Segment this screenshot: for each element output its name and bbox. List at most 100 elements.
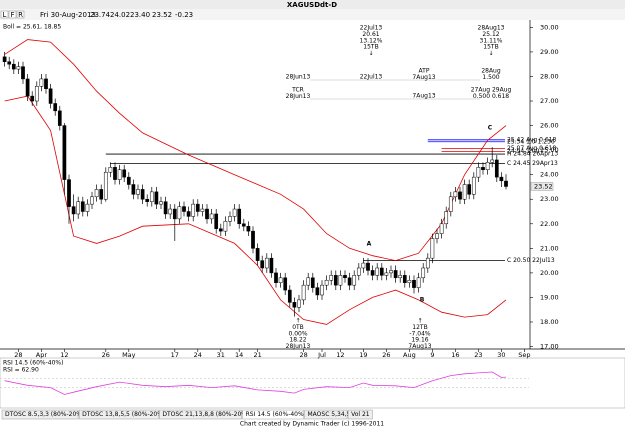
annotation-text: ↑ [295,318,300,325]
candle-body [412,280,416,288]
y-tick-label: 29.00 [540,48,559,56]
last-price-tag [530,182,554,191]
annotation-text: 7Aug13 [412,74,435,81]
candle-body [274,272,278,283]
candle-body [310,277,315,288]
toolbar-button[interactable] [16,10,25,19]
candle-body [57,110,62,126]
rsi-panel [0,357,625,409]
candle-body [191,203,196,217]
annotation-text: 1.500 [482,74,499,81]
candle-body [444,211,449,225]
candle-body [48,88,53,104]
candle-body [122,169,127,178]
candle-body [159,201,163,205]
candle-body [481,167,485,171]
candle-body [108,167,113,173]
candle-body [34,86,39,102]
indicator-tab-label: MAOSC 5,34,5 [308,411,351,418]
indicator-tab[interactable] [304,409,348,420]
y-tick-label: 30.00 [540,23,559,31]
y-tick-label: 17.00 [540,343,559,351]
candle-body [182,206,186,212]
candle-body [343,275,347,279]
x-tick-label: 12 [336,351,344,359]
candle-body [370,270,375,276]
x-tick-label: 14 [235,351,243,359]
candle-body [85,203,90,212]
candle-body [324,280,329,286]
indicator-tab[interactable] [159,409,242,420]
toolbar-button-label: R [18,11,23,19]
candle-body [375,267,380,276]
indicator-tab-label: RSI 14.5 (60%-40%) [246,411,306,418]
wave-label: B [420,297,425,304]
toolbar-button[interactable] [8,10,17,19]
candle-body [306,277,311,286]
candle-body [402,275,407,283]
annotation-text: 25.12 [482,31,499,38]
candle-body [356,267,361,276]
annotation-text: 13.12% [360,37,383,44]
candle-body [232,208,237,217]
toolbar-button[interactable] [0,10,9,19]
window-title: XAGUSDdt-D [287,1,337,9]
indicator-tab[interactable] [1,409,79,420]
wave-label: C [488,125,493,132]
candle-body [467,184,472,195]
candle-body [458,191,462,200]
annotation-text: 7Aug13 [408,343,431,350]
indicator-tab[interactable] [242,409,304,420]
candle-body [379,267,384,276]
bollinger-lower [4,95,507,325]
annotation-text: 22Jul13 [360,25,383,32]
toolbar-button-label: L [3,11,7,19]
candle-body [11,63,16,70]
candle-body [200,208,205,212]
candle-body [223,221,228,232]
candle-body [214,213,219,229]
candle-body [448,196,453,212]
candle-body [287,289,292,303]
toolbar-low: 23.40 [130,11,150,19]
indicator-tab[interactable] [78,409,159,420]
toolbar-close: 23.52 [152,11,172,19]
candle-body [315,287,320,296]
candle-body [71,206,76,215]
candle-body [297,299,301,308]
toolbar-button-label: F [10,11,14,19]
annotation-text: 0TB [292,324,304,331]
candle-body [145,198,150,202]
toolbar-change: -0.23 [175,11,193,19]
candle-body [398,275,403,279]
candle-body [494,159,499,178]
candle-body [352,275,357,286]
indicator-tab-label: DTOSC 8.5,3,3 (80%-20%) [5,411,84,418]
x-tick-label: 24 [194,351,202,359]
candle-body [333,275,338,286]
footer: Chart created by Dynamic Trader (c) 1996… [240,421,384,428]
x-tick-label: 26 [382,351,390,359]
candle-body [264,257,269,269]
candle-body [430,238,435,259]
annotation-text: 0.500 0.618 [473,93,509,100]
annotation-text: ↑ [417,318,422,325]
level-label: C 24.45 29Apr13 [507,160,558,167]
candle-body [30,95,35,102]
candle-body [53,103,58,112]
x-tick-label: 28 [299,351,307,359]
x-tick-label: 17 [171,351,179,359]
candle-body [389,270,393,274]
indicator-tab[interactable] [347,409,373,420]
candle-body [94,189,99,198]
x-tick-label: 23 [474,351,482,359]
y-tick-label: 20.00 [540,269,559,277]
candle-body [186,211,191,217]
candle-body [476,167,481,178]
candle-body [393,270,398,279]
toolbar-high: 24.02 [110,11,130,19]
y-tick-label: 24.00 [540,171,559,179]
level-label: 24.94 1.00 [507,148,540,155]
